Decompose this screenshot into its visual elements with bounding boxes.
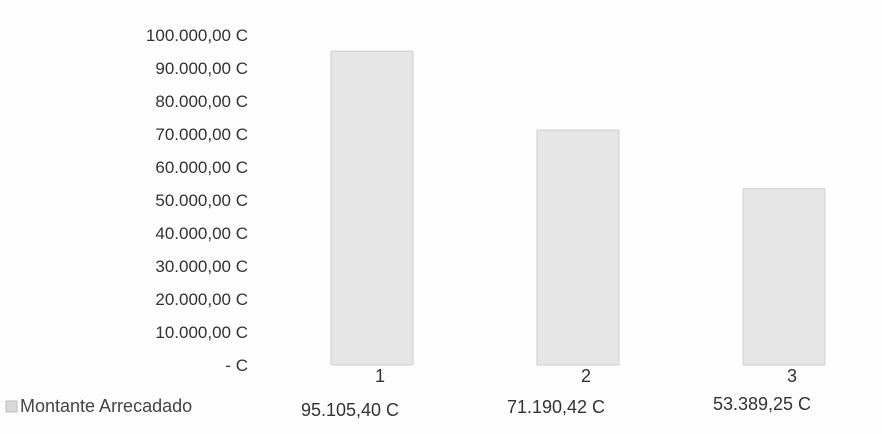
legend-series-name: Montante Arrecadado bbox=[20, 396, 192, 416]
bar bbox=[742, 188, 826, 366]
y-tick-label: 20.000,00 C bbox=[155, 290, 248, 309]
data-table-value: 53.389,25 C bbox=[713, 394, 811, 414]
y-tick-label: 70.000,00 C bbox=[155, 125, 248, 144]
y-tick-label: - C bbox=[225, 356, 248, 375]
y-tick-label: 100.000,00 C bbox=[146, 26, 248, 45]
y-tick-label: 60.000,00 C bbox=[155, 158, 248, 177]
y-tick-label: 40.000,00 C bbox=[155, 224, 248, 243]
y-tick-label: 10.000,00 C bbox=[155, 323, 248, 342]
y-axis: - C 10.000,00 C 20.000,00 C 30.000,00 C 40.0… bbox=[146, 26, 248, 375]
bar bbox=[536, 129, 620, 366]
y-tick-label: 80.000,00 C bbox=[155, 92, 248, 111]
bar bbox=[330, 50, 414, 366]
legend-key bbox=[5, 400, 18, 413]
x-category-label: 1 bbox=[375, 366, 385, 386]
x-category-label: 3 bbox=[787, 366, 797, 386]
data-table-value: 71.190,42 C bbox=[507, 397, 605, 417]
y-tick-label: 90.000,00 C bbox=[155, 59, 248, 78]
y-tick-label: 30.000,00 C bbox=[155, 257, 248, 276]
data-table-value: 95.105,40 C bbox=[301, 400, 399, 420]
y-tick-label: 50.000,00 C bbox=[155, 191, 248, 210]
x-category-label: 2 bbox=[581, 366, 591, 386]
x-axis: 1 2 3 bbox=[375, 366, 797, 386]
bars bbox=[330, 50, 826, 366]
data-table: Montante Arrecadado 95.105,40 C 71.190,42… bbox=[5, 394, 811, 420]
